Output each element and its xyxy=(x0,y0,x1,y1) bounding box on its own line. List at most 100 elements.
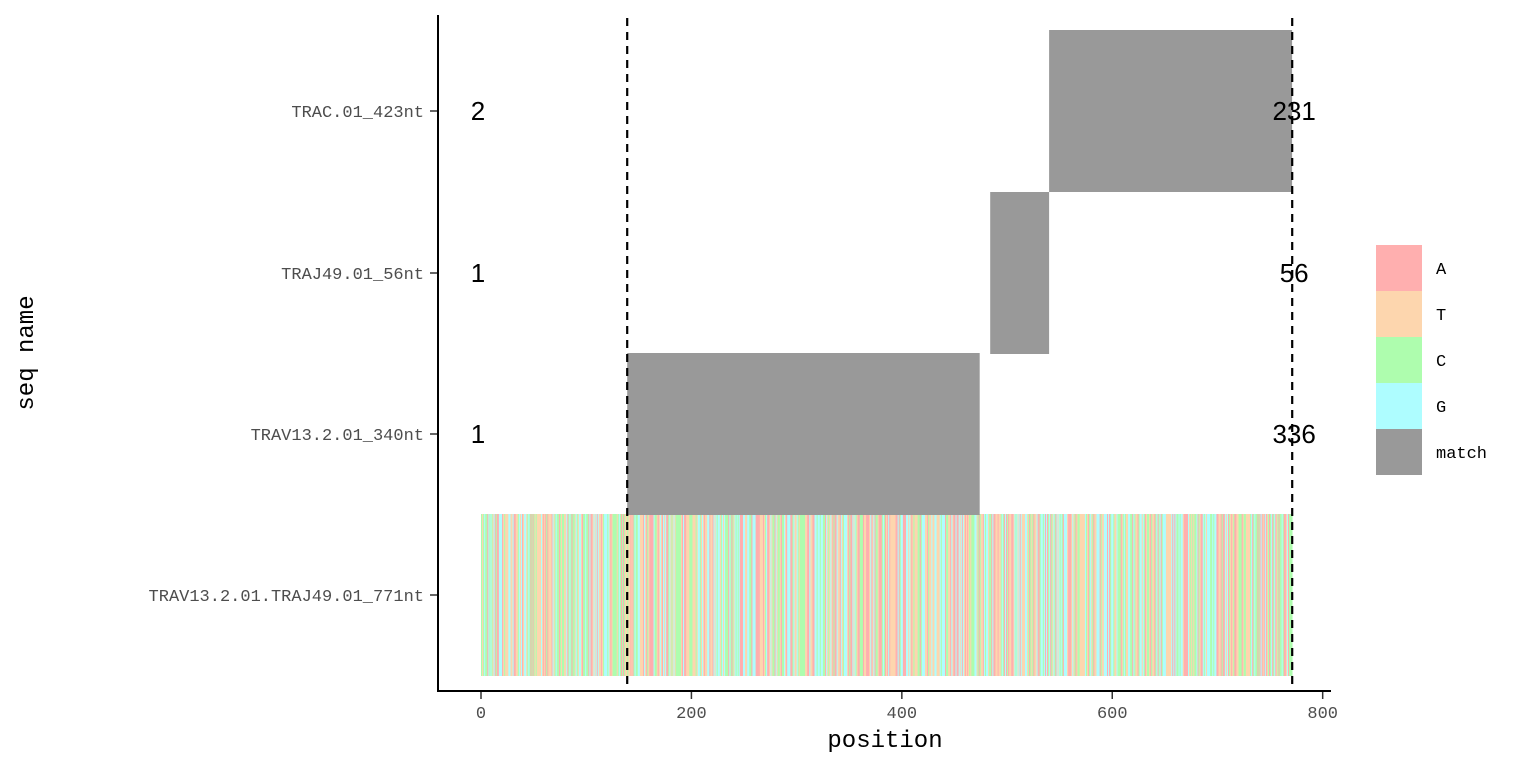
base-A xyxy=(1062,514,1065,676)
base-T xyxy=(933,514,935,676)
base-C xyxy=(504,514,506,676)
base-G xyxy=(1112,514,1114,676)
base-T xyxy=(912,514,914,676)
base-C xyxy=(562,514,564,676)
base-T xyxy=(1166,514,1169,676)
base-T xyxy=(894,514,896,676)
base-T xyxy=(1236,514,1238,676)
base-C xyxy=(1028,514,1030,676)
base-A xyxy=(1201,514,1204,676)
base-A xyxy=(758,514,761,676)
base-G xyxy=(1133,514,1135,676)
base-C xyxy=(971,514,973,676)
base-G xyxy=(1097,514,1099,676)
base-C xyxy=(802,514,805,676)
base-G xyxy=(1264,514,1267,676)
base-T xyxy=(915,514,917,676)
base-T xyxy=(544,514,546,676)
base-G xyxy=(606,514,608,676)
base-C xyxy=(947,514,949,676)
base-A xyxy=(1037,514,1039,676)
base-C xyxy=(529,514,531,676)
base-G xyxy=(846,514,848,676)
y-axis-title: seq name xyxy=(14,295,41,410)
base-T xyxy=(536,514,539,676)
base-G xyxy=(1065,514,1068,676)
base-A xyxy=(1269,514,1271,676)
base-G xyxy=(593,514,595,676)
base-C xyxy=(973,514,975,676)
base-T xyxy=(1205,514,1208,676)
base-A xyxy=(649,514,651,676)
base-A xyxy=(1222,514,1225,676)
base-C xyxy=(1203,514,1206,676)
base-T xyxy=(937,514,940,676)
base-C xyxy=(1124,514,1127,676)
base-T xyxy=(779,514,782,676)
base-A xyxy=(1263,514,1266,676)
base-A xyxy=(880,514,883,676)
base-C xyxy=(1211,514,1213,676)
base-C xyxy=(989,514,991,676)
base-T xyxy=(998,514,1001,676)
base-C xyxy=(732,514,734,676)
base-G xyxy=(1206,514,1209,676)
base-C xyxy=(556,514,559,676)
base-A xyxy=(685,514,687,676)
base-C xyxy=(1239,514,1241,676)
base-A xyxy=(813,514,815,676)
base-G xyxy=(1215,514,1217,676)
base-G xyxy=(1209,514,1211,676)
base-A xyxy=(661,514,664,676)
base-C xyxy=(1134,514,1136,676)
base-G xyxy=(524,514,526,676)
base-G xyxy=(852,514,854,676)
base-C xyxy=(816,514,819,676)
base-A xyxy=(1006,514,1008,676)
base-G xyxy=(943,514,946,676)
base-G xyxy=(1286,514,1289,676)
base-T xyxy=(988,514,990,676)
base-A xyxy=(896,514,898,676)
base-G xyxy=(1188,514,1190,676)
base-G xyxy=(1226,514,1229,676)
base-G xyxy=(1090,514,1092,676)
base-T xyxy=(1095,514,1097,676)
base-T xyxy=(693,514,695,676)
base-C xyxy=(678,514,681,676)
base-A xyxy=(646,514,648,676)
base-G xyxy=(873,514,875,676)
base-G xyxy=(789,514,791,676)
base-G xyxy=(1041,514,1044,676)
base-T xyxy=(908,514,910,676)
base-T xyxy=(1121,514,1124,676)
base-C xyxy=(576,514,579,676)
base-C xyxy=(1198,514,1200,676)
base-C xyxy=(584,514,586,676)
base-T xyxy=(1017,514,1019,676)
base-G xyxy=(1116,514,1118,676)
base-G xyxy=(1020,514,1023,676)
base-C xyxy=(570,514,572,676)
base-C xyxy=(1130,514,1132,676)
base-C xyxy=(1146,514,1149,676)
base-G xyxy=(1058,514,1060,676)
base-A xyxy=(1231,514,1233,676)
base-G xyxy=(934,514,936,676)
base-A xyxy=(1227,514,1230,676)
base-C xyxy=(677,514,680,676)
base-T xyxy=(670,514,672,676)
base-C xyxy=(1039,514,1042,676)
base-T xyxy=(1052,514,1054,676)
base-T xyxy=(672,514,674,676)
base-G xyxy=(701,514,704,676)
base-A xyxy=(1197,514,1199,676)
segment-end-labels: 1 336 1 56 2 231 xyxy=(471,96,1316,449)
base-C xyxy=(1032,514,1034,676)
base-C xyxy=(859,514,862,676)
base-T xyxy=(565,514,567,676)
base-G xyxy=(975,514,977,676)
base-C xyxy=(607,514,609,676)
base-A xyxy=(1107,514,1109,676)
base-T xyxy=(838,514,841,676)
